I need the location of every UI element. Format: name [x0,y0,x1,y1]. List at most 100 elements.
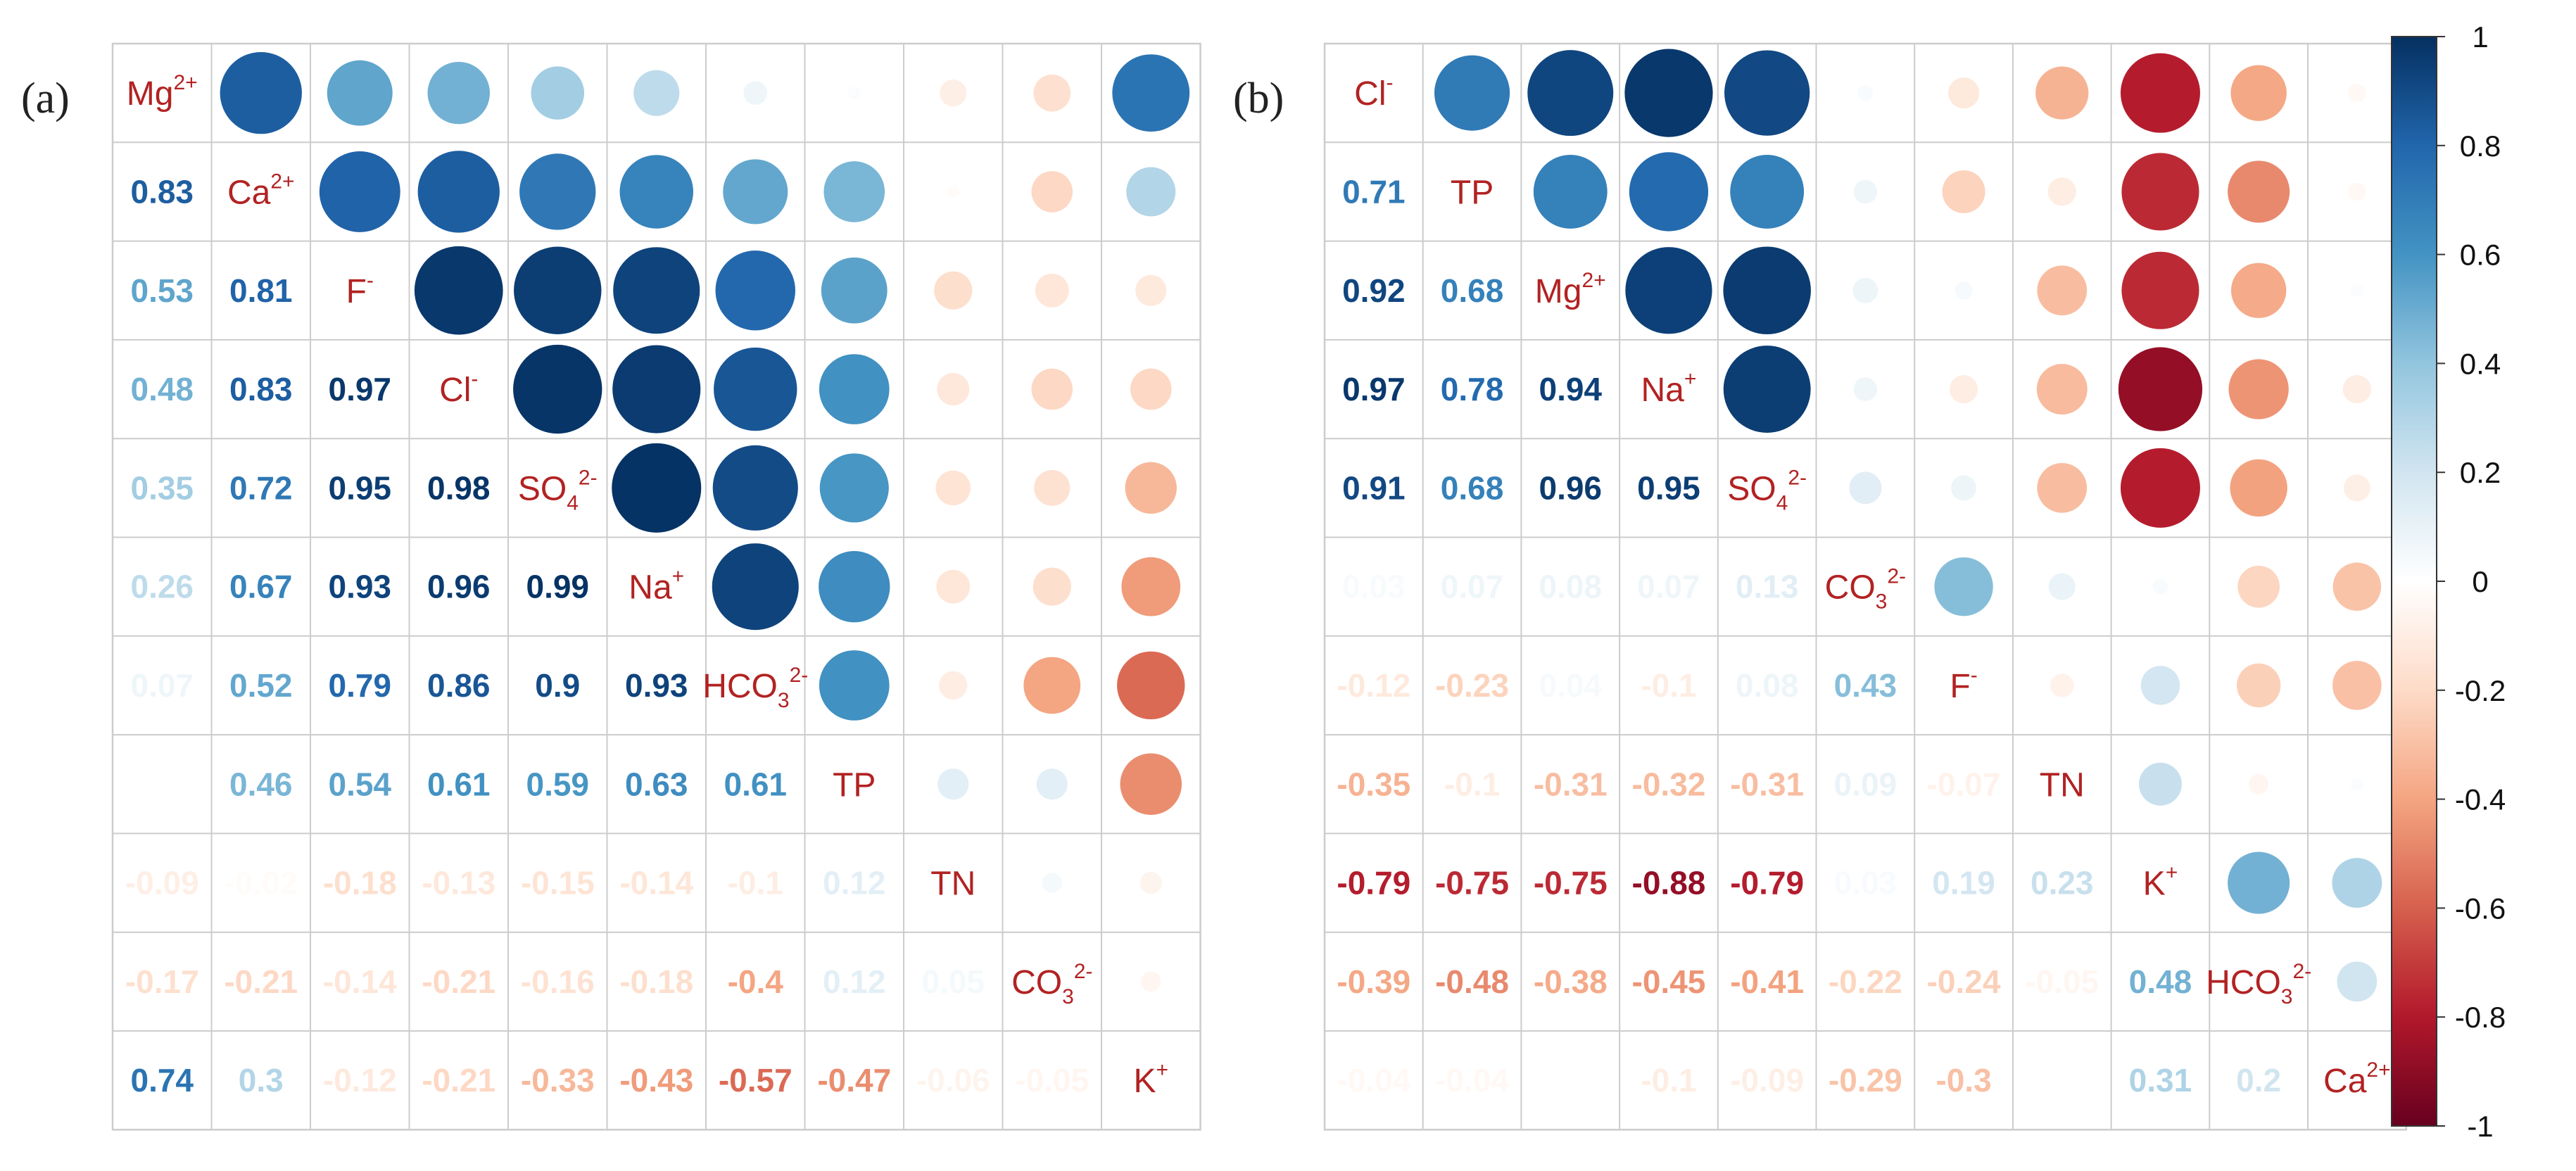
corr-value-label: 0.68 [1441,272,1504,309]
corr-value-label: 0.71 [1342,173,1406,210]
corr-circle [2230,459,2287,517]
diag-label-clminus: Cl- [1354,71,1393,113]
corr-circle [1135,274,1167,306]
colorbar: 1 0.8 0.6 0.4 0.2 0 -0.2 -0.4 -0.6 -0.8 -1 [2391,20,2506,1143]
corr-value-label: -0.14 [619,865,693,901]
corr-value-label: -0.1 [728,865,783,901]
corr-value-label: -0.32 [1632,766,1706,802]
corr-value-label: 0.96 [1539,469,1602,506]
diag-label-co32minus: CO32- [1825,565,1906,614]
corr-value-label: -0.21 [422,963,495,1000]
diag-label-kplus: K+ [1133,1058,1168,1100]
corr-circle [2228,359,2289,419]
corr-circle [1853,377,1878,401]
corr-value-label: 0.92 [1342,272,1406,309]
corr-value-label: -0.3 [1936,1062,1991,1099]
corr-value-label: 0.2 [2236,1062,2281,1099]
corr-value-label: -0.31 [1730,766,1804,802]
corr-value-label: 0.07 [1637,569,1700,605]
corr-circle [2230,65,2287,121]
colorbar-tick-label: 0.8 [2460,129,2501,163]
corr-circle [2140,666,2180,705]
corr-circle [1139,871,1162,894]
corr-value-label: 0.03 [1342,569,1406,605]
corr-value-label: 0.03 [1834,865,1898,901]
corr-value-label: 0.59 [526,766,589,802]
corr-value-label: 0.48 [2129,963,2192,1000]
corr-value-label: -0.75 [1435,865,1509,901]
diag-label-tn: TN [2040,766,2085,804]
corr-value-label: -0.05 [1015,1062,1089,1099]
corr-value-label: 0.96 [427,569,491,605]
corr-circle [1042,873,1063,893]
corr-circle [947,185,960,198]
corr-circle [1434,55,1510,131]
corr-circle [1031,368,1073,410]
corr-value-label: -0.22 [1829,963,1902,1000]
corr-circle [2037,462,2088,513]
corr-value-label: 0.93 [328,569,391,605]
corr-circle [1034,469,1071,506]
corr-circle [612,443,702,533]
corr-circle [633,70,680,116]
colorbar-tick-label: -0.2 [2455,674,2506,707]
corr-value-label: 0.08 [1736,667,1799,704]
diag-label-clminus: Cl- [439,367,478,409]
corr-value-label: 0.43 [1834,667,1898,704]
corr-circle [1730,155,1805,229]
corr-value-label: -0.04 [1435,1062,1509,1099]
diag-label-so42minus: SO42- [1727,466,1807,514]
corr-circle [939,671,968,700]
corr-circle [821,257,888,324]
corr-circle [1112,54,1190,132]
corr-circle [934,271,973,310]
corr-circle [2332,661,2382,710]
corr-circle [220,51,302,134]
corr-circle [2343,474,2370,502]
corr-circle [940,79,967,107]
corr-circle [847,87,861,100]
corr-circle [619,155,693,229]
corr-circle [2228,160,2290,223]
corr-circle [2332,562,2382,611]
corr-circle [1023,657,1081,714]
corr-value-label: -0.4 [728,963,784,1000]
corr-value-label: 0.99 [526,569,589,605]
panel-b-tag: (b) [1233,75,1284,122]
corr-circle [1723,246,1811,335]
corr-value-label: -0.1 [1641,1062,1696,1099]
corr-value-label: 0.07 [1441,569,1504,605]
corr-value-label: -0.29 [1829,1062,1902,1099]
corr-circle [1934,557,1993,616]
corr-circle [2047,177,2076,206]
corr-circle [2348,182,2366,201]
colorbar-tick-label: 0 [2472,565,2488,598]
corr-circle [2120,448,2200,528]
corr-value-label: 0.98 [427,469,491,506]
corr-circle [1117,651,1185,720]
corr-circle [2350,778,2363,791]
diag-label-naplus: Na+ [629,565,684,607]
corr-value-label: 0.54 [328,766,391,802]
corr-value-label: -0.09 [125,865,199,901]
panel-b-correlation-matrix: (b) Cl- 0.71 TP 0.92 0.68 Mg2+ 0.97 0.78 0.94 Na+… [1233,42,2407,1131]
corr-value-label: -0.06 [916,1062,990,1099]
diag-label-mg2plus: Mg2+ [1535,269,1606,310]
corr-circle [2152,578,2168,595]
diag-label-kplus: K+ [2143,861,2178,903]
corr-circle [1852,277,1879,303]
corr-value-label: -0.31 [1534,766,1608,802]
colorbar-tick-label: 1 [2472,20,2488,53]
corr-circle [327,60,393,126]
corr-circle [712,445,798,531]
corr-circle [935,470,971,506]
corr-value-label: -0.07 [1927,766,2001,802]
corr-circle [2036,364,2088,415]
corr-value-label: 0.04 [1539,667,1602,704]
corr-circle [519,153,596,230]
corr-value-label: 0.97 [1342,371,1406,407]
panel-a-marks: Mg2+ 0.83 Ca2+ 0.53 0.81 F- 0.48 0.83 0.97 Cl- 0.3… [125,51,1190,1100]
corr-value-label: -0.05 [2025,963,2099,1000]
corr-circle [819,453,889,523]
corr-value-label: -0.24 [1927,963,2001,1000]
